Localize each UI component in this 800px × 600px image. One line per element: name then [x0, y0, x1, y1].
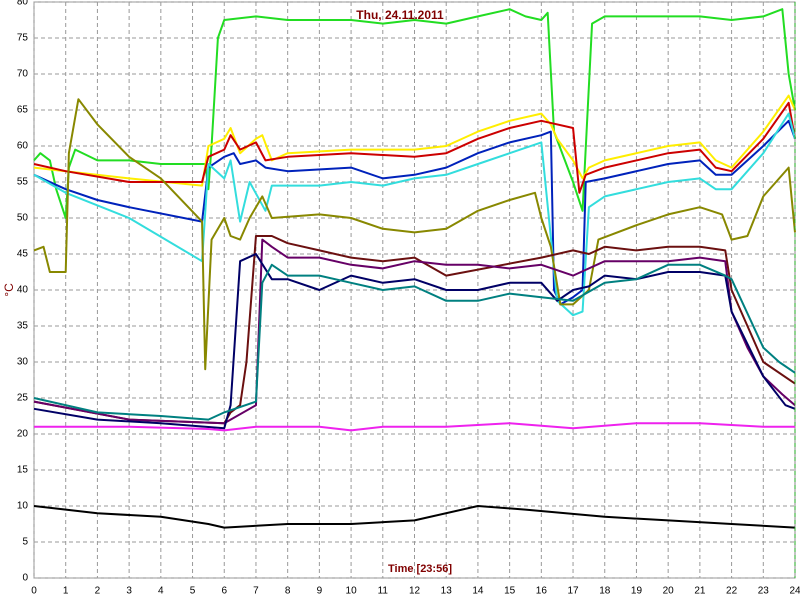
x-tick-label: 8: [285, 586, 291, 597]
x-tick-label: 21: [694, 586, 706, 597]
y-tick-label: 80: [17, 0, 29, 8]
y-tick-label: 0: [22, 573, 28, 584]
y-tick-label: 5: [22, 537, 28, 548]
x-tick-label: 1: [63, 586, 69, 597]
series-line: [33, 112, 796, 317]
x-tick-label: 10: [346, 586, 358, 597]
series-line: [33, 505, 796, 529]
series-line: [33, 253, 796, 430]
y-tick-label: 35: [17, 321, 29, 332]
lines: [33, 8, 796, 529]
x-tick-label: 22: [726, 586, 738, 597]
x-tick-label: 0: [31, 586, 37, 597]
grid: [33, 1, 796, 579]
x-tick-label: 23: [758, 586, 770, 597]
x-tick-label: 7: [253, 586, 259, 597]
series-line: [33, 101, 796, 194]
y-tick-label: 25: [17, 393, 29, 404]
y-tick-label: 70: [17, 69, 29, 80]
y-tick-label: 60: [17, 141, 29, 152]
x-tick-label: 6: [221, 586, 227, 597]
series-line: [33, 119, 796, 306]
x-tick-label: 11: [378, 586, 389, 597]
x-tick-label: 15: [504, 586, 516, 597]
x-tick-label: 13: [441, 586, 453, 597]
x-axis-label: Time [23:56]: [388, 563, 452, 575]
x-tick-label: 20: [663, 586, 675, 597]
x-tick-label: 19: [631, 586, 643, 597]
series-line: [33, 263, 796, 421]
y-tick-label: 45: [17, 249, 29, 260]
x-tick-label: 9: [317, 586, 323, 597]
y-tick-label: 30: [17, 357, 29, 368]
series-line: [33, 94, 796, 187]
x-tick-label: 5: [190, 586, 196, 597]
x-tick-label: 16: [536, 586, 548, 597]
y-tick-label: 20: [17, 429, 29, 440]
x-tick-label: 24: [789, 586, 800, 597]
x-tick-label: 18: [599, 586, 611, 597]
y-tick-label: 40: [17, 285, 29, 296]
x-tick-label: 17: [567, 586, 579, 597]
y-tick-label: 15: [17, 465, 29, 476]
x-tick-label: 4: [158, 586, 164, 597]
x-tick-label: 2: [95, 586, 101, 597]
y-tick-label: 55: [17, 177, 29, 188]
x-tick-label: 3: [126, 586, 132, 597]
chart-title: Thu, 24.11.2011: [356, 8, 444, 22]
x-tick-label: 14: [472, 586, 484, 597]
series-line: [33, 8, 796, 219]
series-line: [33, 235, 796, 425]
x-tick-label: 12: [409, 586, 421, 597]
y-tick-label: 65: [17, 105, 29, 116]
y-tick-label: 50: [17, 213, 29, 224]
y-tick-label: 10: [17, 501, 29, 512]
y-axis-label: °C: [2, 283, 16, 297]
series-line: [33, 98, 796, 371]
y-tick-label: 75: [17, 33, 29, 44]
series-line: [34, 422, 795, 432]
